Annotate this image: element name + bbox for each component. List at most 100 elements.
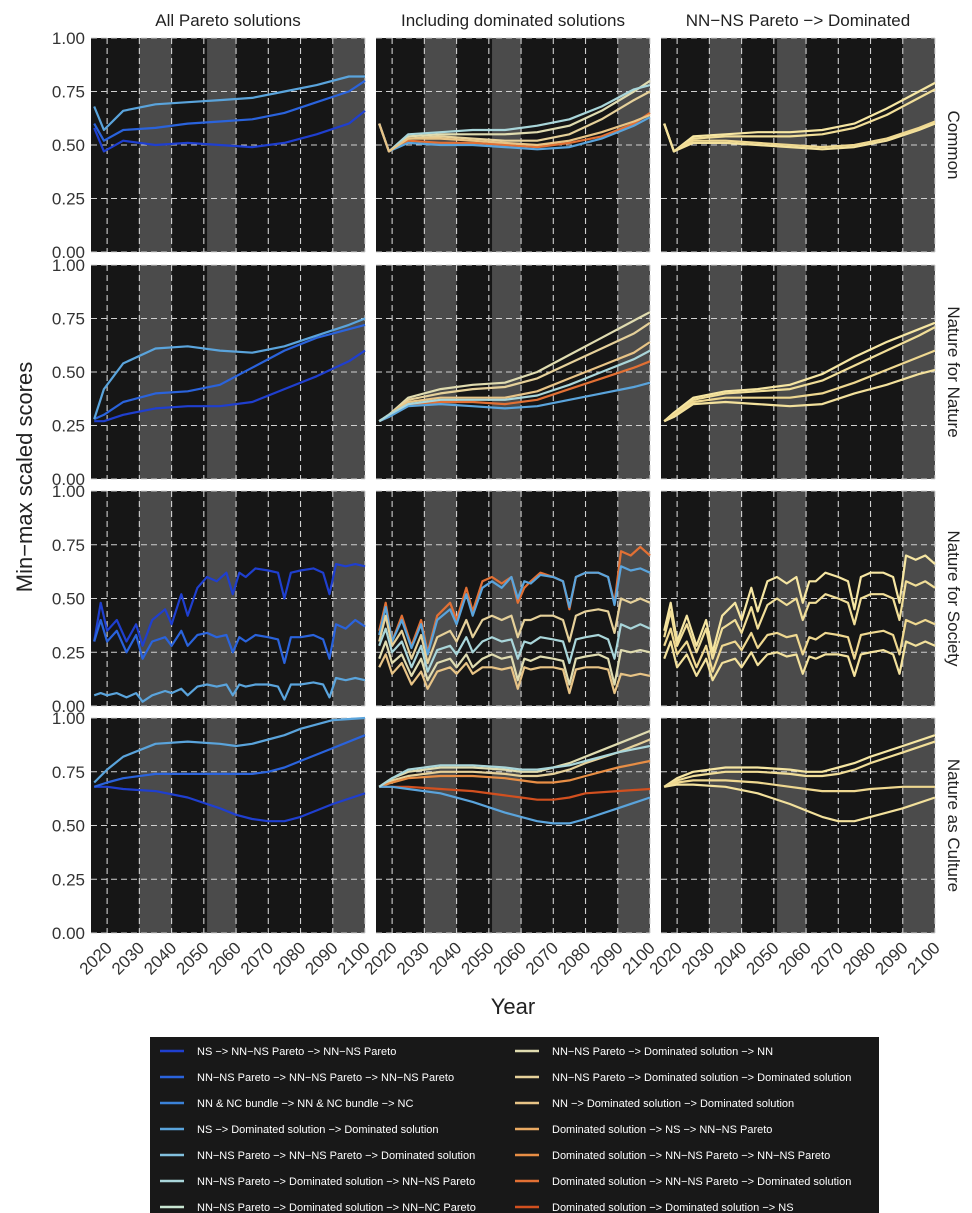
x-tick-label: 2020 — [76, 938, 116, 978]
series-line — [663, 88, 936, 153]
series-line — [93, 317, 366, 420]
series-line — [378, 759, 651, 788]
x-tick-label: 2060 — [490, 938, 530, 978]
series-line — [663, 368, 936, 423]
x-tick-label: 2070 — [237, 938, 277, 978]
column-title: All Pareto solutions — [155, 11, 301, 30]
legend-label: NS −> NN−NS Pareto −> NN−NS Pareto — [197, 1046, 396, 1058]
series-line — [378, 311, 651, 423]
series-line — [378, 623, 651, 673]
legend-label: NN −> Dominated solution −> Dominated so… — [552, 1098, 794, 1110]
y-tick-label: 0.00 — [52, 243, 85, 262]
legend-item: Dominated solution −> NN−NS Pareto −> NN… — [515, 1150, 830, 1162]
x-tick-label: 2060 — [775, 938, 815, 978]
y-tick-label: 0.50 — [52, 136, 85, 155]
y-tick-label: 0.75 — [52, 763, 85, 782]
y-tick-label: 0.00 — [52, 470, 85, 489]
series-line — [378, 349, 651, 423]
x-tick-label: 2040 — [140, 938, 180, 978]
series-line — [378, 381, 651, 423]
x-tick-label: 2040 — [710, 938, 750, 978]
x-tick-label: 2100 — [904, 938, 944, 978]
series-line — [379, 785, 651, 801]
series-line — [94, 349, 366, 423]
series-line — [94, 785, 366, 823]
series-line — [93, 79, 366, 142]
series-line — [93, 716, 366, 784]
legend-label: NN−NS Pareto −> Dominated solution −> NN — [552, 1046, 773, 1058]
legend-label: NN−NS Pareto −> NN−NS Pareto −> NN−NS Pa… — [197, 1072, 454, 1084]
x-tick-label: 2050 — [742, 938, 782, 978]
panel — [661, 717, 936, 934]
y-tick-labels: 0.000.250.500.751.000.000.250.500.751.00… — [52, 29, 85, 943]
shaded-period — [332, 265, 365, 479]
series-line — [378, 111, 651, 153]
shaded-period — [617, 718, 650, 933]
shaded-period — [332, 38, 365, 252]
legend-item: Dominated solution −> NS −> NN−NS Pareto — [515, 1124, 772, 1136]
shaded-period — [617, 38, 650, 252]
y-tick-label: 0.25 — [52, 870, 85, 889]
y-tick-label: 0.50 — [52, 817, 85, 836]
x-tick-label: 2090 — [871, 938, 911, 978]
panel — [661, 490, 936, 707]
legend-item: Dominated solution −> Dominated solution… — [515, 1202, 794, 1213]
panel — [376, 264, 651, 480]
y-tick-label: 0.50 — [52, 363, 85, 382]
series-line — [663, 81, 936, 153]
series-line — [663, 554, 936, 654]
series-line — [663, 122, 936, 153]
y-tick-label: 0.00 — [52, 924, 85, 943]
legend-label: NN−NS Pareto −> NN−NS Pareto −> Dominate… — [197, 1150, 475, 1162]
y-tick-label: 1.00 — [52, 709, 85, 728]
x-tick-label: 2080 — [839, 938, 879, 978]
series-line — [378, 341, 651, 423]
series-line — [378, 744, 651, 788]
panel — [91, 716, 366, 934]
x-tick-label: 2050 — [172, 938, 212, 978]
panel — [91, 490, 366, 707]
panel — [661, 264, 936, 480]
legend-item: NN & NC bundle −> NN & NC bundle −> NC — [160, 1098, 413, 1110]
y-axis-label: Min−max scaled scores — [12, 362, 37, 592]
panel — [376, 490, 651, 707]
series-line — [663, 779, 935, 793]
series-line — [378, 321, 651, 423]
series-line — [378, 597, 651, 665]
panel — [376, 37, 651, 253]
series-line — [663, 618, 936, 673]
row-title: Nature as Culture — [944, 759, 963, 892]
series-line — [663, 349, 936, 423]
series-line — [663, 326, 936, 423]
x-tick-label: 2080 — [554, 938, 594, 978]
x-tick-label: 2070 — [807, 938, 847, 978]
series-line — [378, 729, 651, 788]
y-tick-label: 0.75 — [52, 83, 85, 102]
series-line — [378, 640, 651, 686]
legend-item: NN−NS Pareto −> NN−NS Pareto −> Dominate… — [160, 1150, 475, 1162]
series-line — [378, 565, 651, 656]
series-line — [93, 323, 366, 421]
legend-item: NN −> Dominated solution −> Dominated so… — [515, 1098, 794, 1110]
panel — [661, 37, 936, 253]
panel — [376, 717, 651, 934]
legend-label: NN−NS Pareto −> Dominated solution −> Do… — [552, 1072, 851, 1084]
panel — [91, 37, 366, 253]
series-line — [378, 84, 651, 153]
y-tick-label: 0.25 — [52, 190, 85, 209]
series-line — [93, 75, 365, 132]
legend-label: Dominated solution −> NN−NS Pareto −> NN… — [552, 1150, 830, 1162]
series-line — [663, 321, 936, 423]
series-line — [663, 734, 936, 788]
y-tick-label: 1.00 — [52, 482, 85, 501]
chart-panels — [91, 37, 936, 934]
y-tick-label: 0.25 — [52, 643, 85, 662]
series-line — [93, 734, 366, 788]
legend: NS −> NN−NS Pareto −> NN−NS Pareto NN−NS … — [150, 1037, 879, 1213]
legend-background — [150, 1037, 879, 1213]
column-titles: All Pareto solutions Including dominated … — [155, 11, 910, 30]
x-tick-label: 2030 — [393, 938, 433, 978]
series-line — [378, 116, 651, 153]
y-tick-label: 0.75 — [52, 310, 85, 329]
